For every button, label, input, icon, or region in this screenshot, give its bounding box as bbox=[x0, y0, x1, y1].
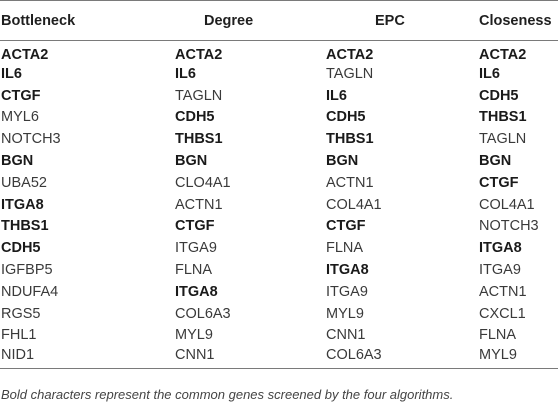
cell-epc: ACTA2 bbox=[326, 47, 374, 63]
cell-epc: THBS1 bbox=[326, 131, 374, 148]
table-row: ITGA8 ACTN1 COL4A1 COL4A1 bbox=[0, 194, 558, 216]
cell-closeness: THBS1 bbox=[479, 109, 527, 126]
cell-closeness: COL4A1 bbox=[479, 196, 535, 213]
cell-closeness: CDH5 bbox=[479, 87, 519, 104]
cell-degree: ITGA9 bbox=[175, 240, 217, 257]
cell-bottleneck: THBS1 bbox=[1, 218, 49, 235]
cell-degree: CLO4A1 bbox=[175, 174, 231, 191]
cell-degree: MYL9 bbox=[175, 327, 213, 344]
cell-closeness: MYL9 bbox=[478, 346, 558, 369]
cell-closeness: TAGLN bbox=[479, 131, 527, 148]
table-row: IGFBP5 FLNA ITGA8 ITGA9 bbox=[0, 259, 558, 281]
cell-bottleneck: ITGA8 bbox=[1, 196, 44, 213]
cell-epc: CNN1 bbox=[326, 327, 366, 344]
cell-degree: IL6 bbox=[175, 65, 196, 82]
cell-bottleneck: UBA52 bbox=[1, 174, 47, 191]
table-row: NDUFA4 ITGA8 ITGA9 ACTN1 bbox=[0, 281, 558, 303]
table-row: IL6 IL6 TAGLN IL6 bbox=[0, 63, 558, 85]
cell-bottleneck: MYL6 bbox=[1, 109, 39, 126]
header-degree: Degree bbox=[175, 0, 326, 41]
cell-epc: TAGLN bbox=[326, 65, 374, 82]
cell-degree: ITGA8 bbox=[175, 283, 218, 300]
cell-degree: ACTN1 bbox=[175, 196, 223, 213]
cell-bottleneck: IGFBP5 bbox=[1, 262, 53, 279]
cell-epc: ITGA9 bbox=[326, 283, 368, 300]
cell-epc: ITGA8 bbox=[326, 262, 369, 279]
cell-bottleneck: ACTA2 bbox=[1, 47, 49, 63]
cell-epc: IL6 bbox=[326, 87, 347, 104]
cell-degree: TAGLN bbox=[175, 87, 223, 104]
cell-bottleneck: NDUFA4 bbox=[1, 283, 59, 300]
cell-closeness: NOTCH3 bbox=[479, 218, 539, 235]
cell-closeness: ITGA9 bbox=[479, 262, 521, 279]
cell-degree: ACTA2 bbox=[175, 47, 223, 63]
cell-bottleneck: CDH5 bbox=[1, 240, 41, 257]
table-row: RGS5 COL6A3 MYL9 CXCL1 bbox=[0, 303, 558, 325]
cell-degree: BGN bbox=[175, 153, 208, 170]
cell-bottleneck: IL6 bbox=[1, 65, 22, 82]
cell-degree: THBS1 bbox=[175, 131, 223, 148]
table-row: ACTA2 ACTA2 ACTA2 ACTA2 bbox=[0, 41, 558, 63]
gene-ranking-table: Bottleneck Degree EPC Closeness ACTA2 ACT… bbox=[0, 0, 558, 369]
table-row: THBS1 CTGF CTGF NOTCH3 bbox=[0, 216, 558, 238]
cell-epc: ACTN1 bbox=[326, 174, 374, 191]
cell-closeness: ITGA8 bbox=[479, 240, 522, 257]
table-header: Bottleneck Degree EPC Closeness bbox=[0, 0, 558, 41]
cell-degree: COL6A3 bbox=[175, 305, 231, 322]
cell-closeness: BGN bbox=[479, 153, 512, 170]
cell-epc: CTGF bbox=[326, 218, 366, 235]
cell-bottleneck: BGN bbox=[1, 153, 34, 170]
header-bottleneck: Bottleneck bbox=[0, 0, 175, 41]
header-row: Bottleneck Degree EPC Closeness bbox=[0, 0, 558, 41]
table-row: BGN BGN BGN BGN bbox=[0, 150, 558, 172]
table-row: CDH5 ITGA9 FLNA ITGA8 bbox=[0, 237, 558, 259]
cell-epc: MYL9 bbox=[326, 305, 364, 322]
table-row: UBA52 CLO4A1 ACTN1 CTGF bbox=[0, 172, 558, 194]
table-row: NOTCH3 THBS1 THBS1 TAGLN bbox=[0, 128, 558, 150]
cell-epc: BGN bbox=[326, 153, 359, 170]
cell-epc: CDH5 bbox=[326, 109, 366, 126]
table-body: ACTA2 ACTA2 ACTA2 ACTA2 IL6 IL6 TAGLN IL6 CTGF TA… bbox=[0, 41, 558, 369]
cell-degree: FLNA bbox=[175, 262, 213, 279]
cell-bottleneck: RGS5 bbox=[1, 305, 41, 322]
cell-bottleneck: FHL1 bbox=[1, 327, 37, 344]
cell-degree: CDH5 bbox=[175, 109, 215, 126]
cell-closeness: ACTN1 bbox=[479, 283, 527, 300]
cell-closeness: CTGF bbox=[479, 174, 519, 191]
cell-closeness: CXCL1 bbox=[479, 305, 526, 322]
table-footnote: Bold characters represent the common gen… bbox=[1, 387, 454, 402]
cell-closeness: FLNA bbox=[479, 327, 517, 344]
header-epc: EPC bbox=[326, 0, 478, 41]
cell-bottleneck: NOTCH3 bbox=[1, 131, 61, 148]
cell-closeness: IL6 bbox=[479, 65, 500, 82]
cell-bottleneck: NID1 bbox=[0, 346, 175, 369]
cell-closeness: ACTA2 bbox=[479, 47, 527, 63]
cell-epc: COL6A3 bbox=[326, 346, 478, 369]
cell-degree: CTGF bbox=[175, 218, 215, 235]
gene-ranking-table-container: Bottleneck Degree EPC Closeness ACTA2 ACT… bbox=[0, 0, 558, 369]
cell-epc: COL4A1 bbox=[326, 196, 382, 213]
cell-epc: FLNA bbox=[326, 240, 364, 257]
table-row: MYL6 CDH5 CDH5 THBS1 bbox=[0, 107, 558, 129]
header-closeness: Closeness bbox=[478, 0, 558, 41]
cell-degree: CNN1 bbox=[175, 346, 326, 369]
table-row: NID1 CNN1 COL6A3 MYL9 bbox=[0, 346, 558, 369]
table-row: CTGF TAGLN IL6 CDH5 bbox=[0, 85, 558, 107]
cell-bottleneck: CTGF bbox=[1, 87, 41, 104]
table-row: FHL1 MYL9 CNN1 FLNA bbox=[0, 325, 558, 347]
